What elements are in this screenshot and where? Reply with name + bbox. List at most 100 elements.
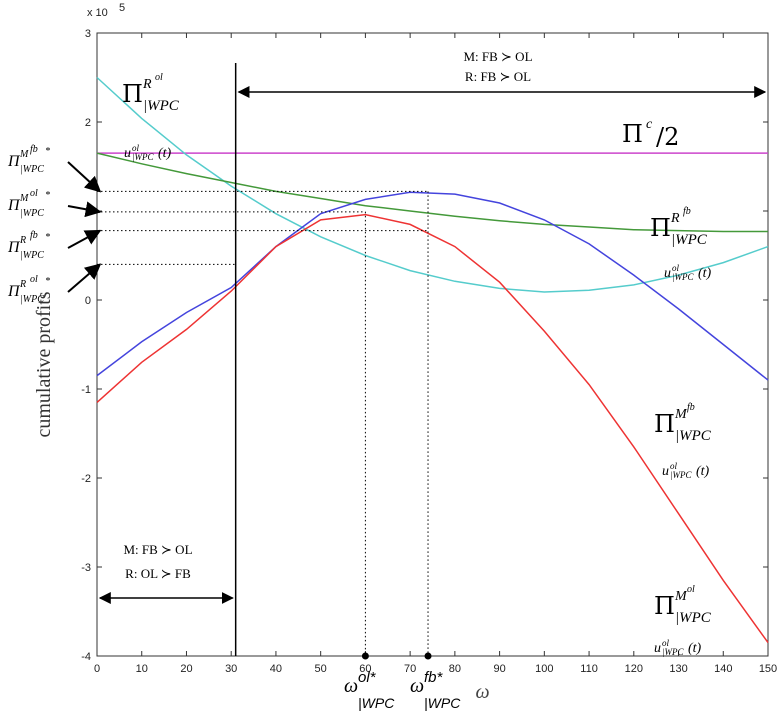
control-label-sup: ol (662, 638, 670, 648)
optimum-label-sub: |WPC (20, 208, 44, 219)
series-pi_R_ol (96, 76, 769, 293)
curve-label-supsup: ol (155, 72, 163, 83)
x-tick-label: 0 (94, 663, 100, 675)
x-tick-label: 50 (315, 663, 327, 675)
x-tick-label: 20 (180, 663, 192, 675)
optimum-label-pi: Π (7, 153, 21, 170)
optimum-label-star: * (45, 190, 50, 201)
series-group (96, 76, 769, 644)
optimum-label-supsup: ol (30, 274, 38, 285)
x-tick-label: 30 (225, 663, 237, 675)
curve-label-sup: M (674, 407, 688, 422)
optimum-label-sup: R (19, 279, 26, 290)
curve-label-supsup: fb (683, 206, 691, 217)
control-label: u ol|WPC (t) (662, 461, 710, 480)
omega-sub: |WPC (358, 695, 395, 711)
y-tick-label: 2 (85, 117, 91, 129)
x-tick-label: 140 (714, 663, 732, 675)
y-tick-label: -4 (81, 651, 91, 663)
optimum-label-sub: |WPC (20, 164, 44, 175)
optimum-label-arrow (67, 201, 102, 218)
curve-label-supsup: ol (687, 584, 695, 595)
x-tick-label: 110 (580, 663, 598, 675)
control-label-arg: (t) (698, 266, 712, 281)
omega-label: ω ol* |WPC (344, 669, 395, 711)
labels: M: FB ≻ OL R: FB ≻ OL M: FB ≻ OL R: OL ≻ FB… (7, 49, 712, 711)
pi-c-sup: c (646, 117, 653, 132)
series-pi_M_fb (96, 191, 769, 381)
optimum-label-supsup: fb (30, 230, 38, 241)
control-label-arg: (t) (158, 146, 172, 161)
optimum-label-sub: |WPC (20, 250, 44, 261)
y-tick-label: 3 (85, 28, 91, 40)
y-tick-label: -1 (81, 384, 91, 396)
axis-exponent-power: 5 (119, 2, 125, 14)
optimum-marker (424, 652, 432, 660)
optimum-label-arrow (67, 161, 102, 193)
omega-label: ω fb* |WPC (410, 669, 461, 711)
curve-label-sup: R (142, 77, 152, 92)
pi-c-after: /2 (656, 123, 679, 151)
x-tick-label: 120 (625, 663, 643, 675)
curve-label-sub: |WPC (675, 428, 712, 444)
curve-label-sub: |WPC (671, 232, 708, 248)
x-tick-label: 40 (270, 663, 282, 675)
omega-symbol: ω (344, 675, 358, 697)
control-label-u: u (662, 464, 669, 479)
control-label-u: u (124, 146, 131, 161)
pi-c-text: Π (622, 120, 643, 148)
omega-sub: |WPC (424, 695, 461, 711)
region-right-label-1: M: FB ≻ OL (463, 49, 532, 64)
control-label-u: u (664, 266, 671, 281)
curve-label-supsup: fb (687, 402, 695, 413)
curve-label-pi: Π (654, 592, 675, 620)
x-tick-label: 80 (449, 663, 461, 675)
optimum-label-supsup: ol (30, 188, 38, 199)
curve-label-sup: R (670, 211, 680, 226)
x-axis-label: ω (475, 681, 489, 703)
optimum-label-star: * (45, 232, 50, 243)
control-label-sub: |WPC (132, 152, 154, 162)
curve-label-sup: M (674, 589, 688, 604)
curve-label-pi: Π (122, 80, 143, 108)
x-tick-label: 60 (359, 663, 371, 675)
omega-sup: ol* (358, 669, 377, 686)
region-right-label-2: R: FB ≻ OL (465, 69, 531, 84)
control-label-sub: |WPC (670, 470, 692, 480)
omega-symbol: ω (410, 675, 424, 697)
region-left-label-1: M: FB ≻ OL (123, 542, 192, 557)
optimum-label-sup: M (19, 149, 29, 160)
control-label: u ol|WPC (t) (124, 143, 172, 162)
control-label-u: u (654, 641, 661, 656)
curve-label-sub: |WPC (143, 98, 180, 114)
y-tick-label: -2 (81, 473, 91, 485)
y-tick-label: -3 (81, 562, 91, 574)
optimum-label-star: * (45, 276, 50, 287)
optimum-label-pi: Π (7, 239, 21, 256)
x-tick-label: 130 (669, 663, 687, 675)
optimum-label-arrow (67, 263, 102, 293)
omega-sup: fb* (424, 669, 444, 686)
optimum-label-sub: |WPC (20, 294, 44, 305)
y-tick-label: 0 (85, 295, 91, 307)
plot-frame (96, 32, 769, 657)
control-label: u ol|WPC (t) (654, 638, 702, 657)
control-label-arg: (t) (696, 464, 710, 479)
curve-label-pi: Π (650, 214, 671, 242)
optimum-label-sup: M (19, 193, 29, 204)
y-tick-label: 1 (85, 206, 91, 218)
control-label-sup: ol (132, 143, 140, 153)
axes: 0 10 20 30 40 50 60 70 80 90 100 110 120 130 140 150321… (33, 2, 777, 703)
guides (97, 63, 767, 660)
x-tick-label: 150 (759, 663, 777, 675)
